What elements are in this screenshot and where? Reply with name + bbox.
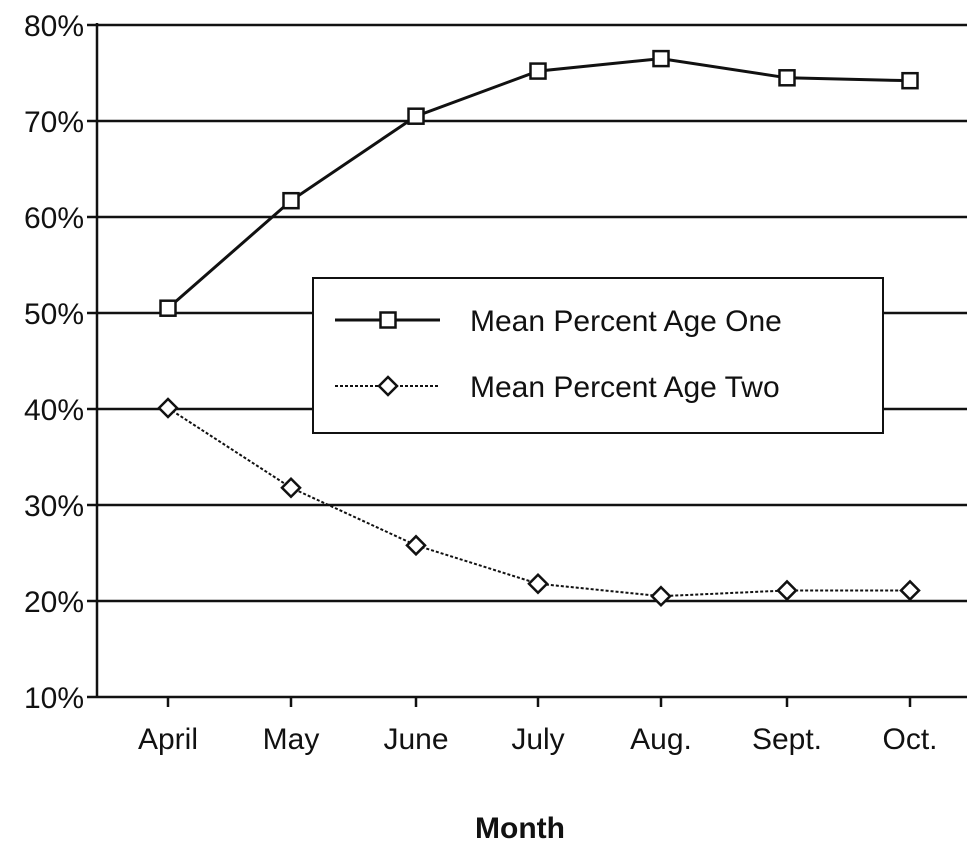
data-point-diamond xyxy=(650,585,672,607)
legend-entry: Mean Percent Age One xyxy=(335,305,782,338)
x-tick-label: Aug. xyxy=(630,723,692,756)
series-1 xyxy=(159,49,919,317)
data-point-diamond xyxy=(899,579,921,602)
legend-label: Mean Percent Age Two xyxy=(470,371,780,404)
legend-box xyxy=(312,277,884,434)
legend-entries: Mean Percent Age One Mean Percent Age Two xyxy=(335,305,782,404)
data-point-diamond xyxy=(527,572,549,595)
x-tick-label: Sept. xyxy=(752,723,822,756)
x-tick-label: April xyxy=(138,723,198,756)
data-point-diamond xyxy=(157,397,179,419)
legend-marker-square xyxy=(379,311,397,329)
x-axis-title: Month xyxy=(475,812,565,845)
y-tick-label: 10% xyxy=(24,682,84,715)
data-point-square xyxy=(778,69,796,87)
series xyxy=(157,49,921,607)
legend-marker-diamond xyxy=(377,375,399,397)
data-point-square xyxy=(901,71,919,90)
x-tick-label: Oct. xyxy=(882,723,937,756)
series-2 xyxy=(157,397,921,607)
legend-label: Mean Percent Age One xyxy=(470,305,782,338)
y-tick-label: 50% xyxy=(24,298,84,331)
x-tick-label: June xyxy=(383,723,448,756)
data-point-square xyxy=(407,107,425,125)
data-point-diamond xyxy=(405,534,427,557)
y-tick-label: 40% xyxy=(24,394,84,427)
data-point-square xyxy=(652,49,670,68)
y-tick-label: 30% xyxy=(24,490,84,523)
y-tick-label: 20% xyxy=(24,586,84,619)
x-tick-label: July xyxy=(511,723,564,756)
axes xyxy=(87,23,967,707)
data-point-diamond xyxy=(776,579,798,602)
series-line xyxy=(167,407,910,598)
data-point-square xyxy=(282,191,300,210)
y-tick-labels: 10% 20% 30% 40% 50% 60% 70% 80% xyxy=(24,10,84,715)
legend-entry: Mean Percent Age Two xyxy=(335,371,780,404)
data-point-diamond xyxy=(280,476,302,499)
y-tick-label: 80% xyxy=(24,10,84,43)
data-point-square xyxy=(159,299,177,317)
series-line xyxy=(167,57,911,310)
data-point-square xyxy=(529,62,547,80)
x-tick-label: May xyxy=(263,723,320,756)
y-tick-label: 60% xyxy=(24,202,84,235)
legend: Mean Percent Age One Mean Percent Age Two xyxy=(312,277,884,434)
x-tick-labels: April May June July Aug. Sept. Oct. xyxy=(138,723,938,756)
y-tick-label: 70% xyxy=(24,106,84,139)
